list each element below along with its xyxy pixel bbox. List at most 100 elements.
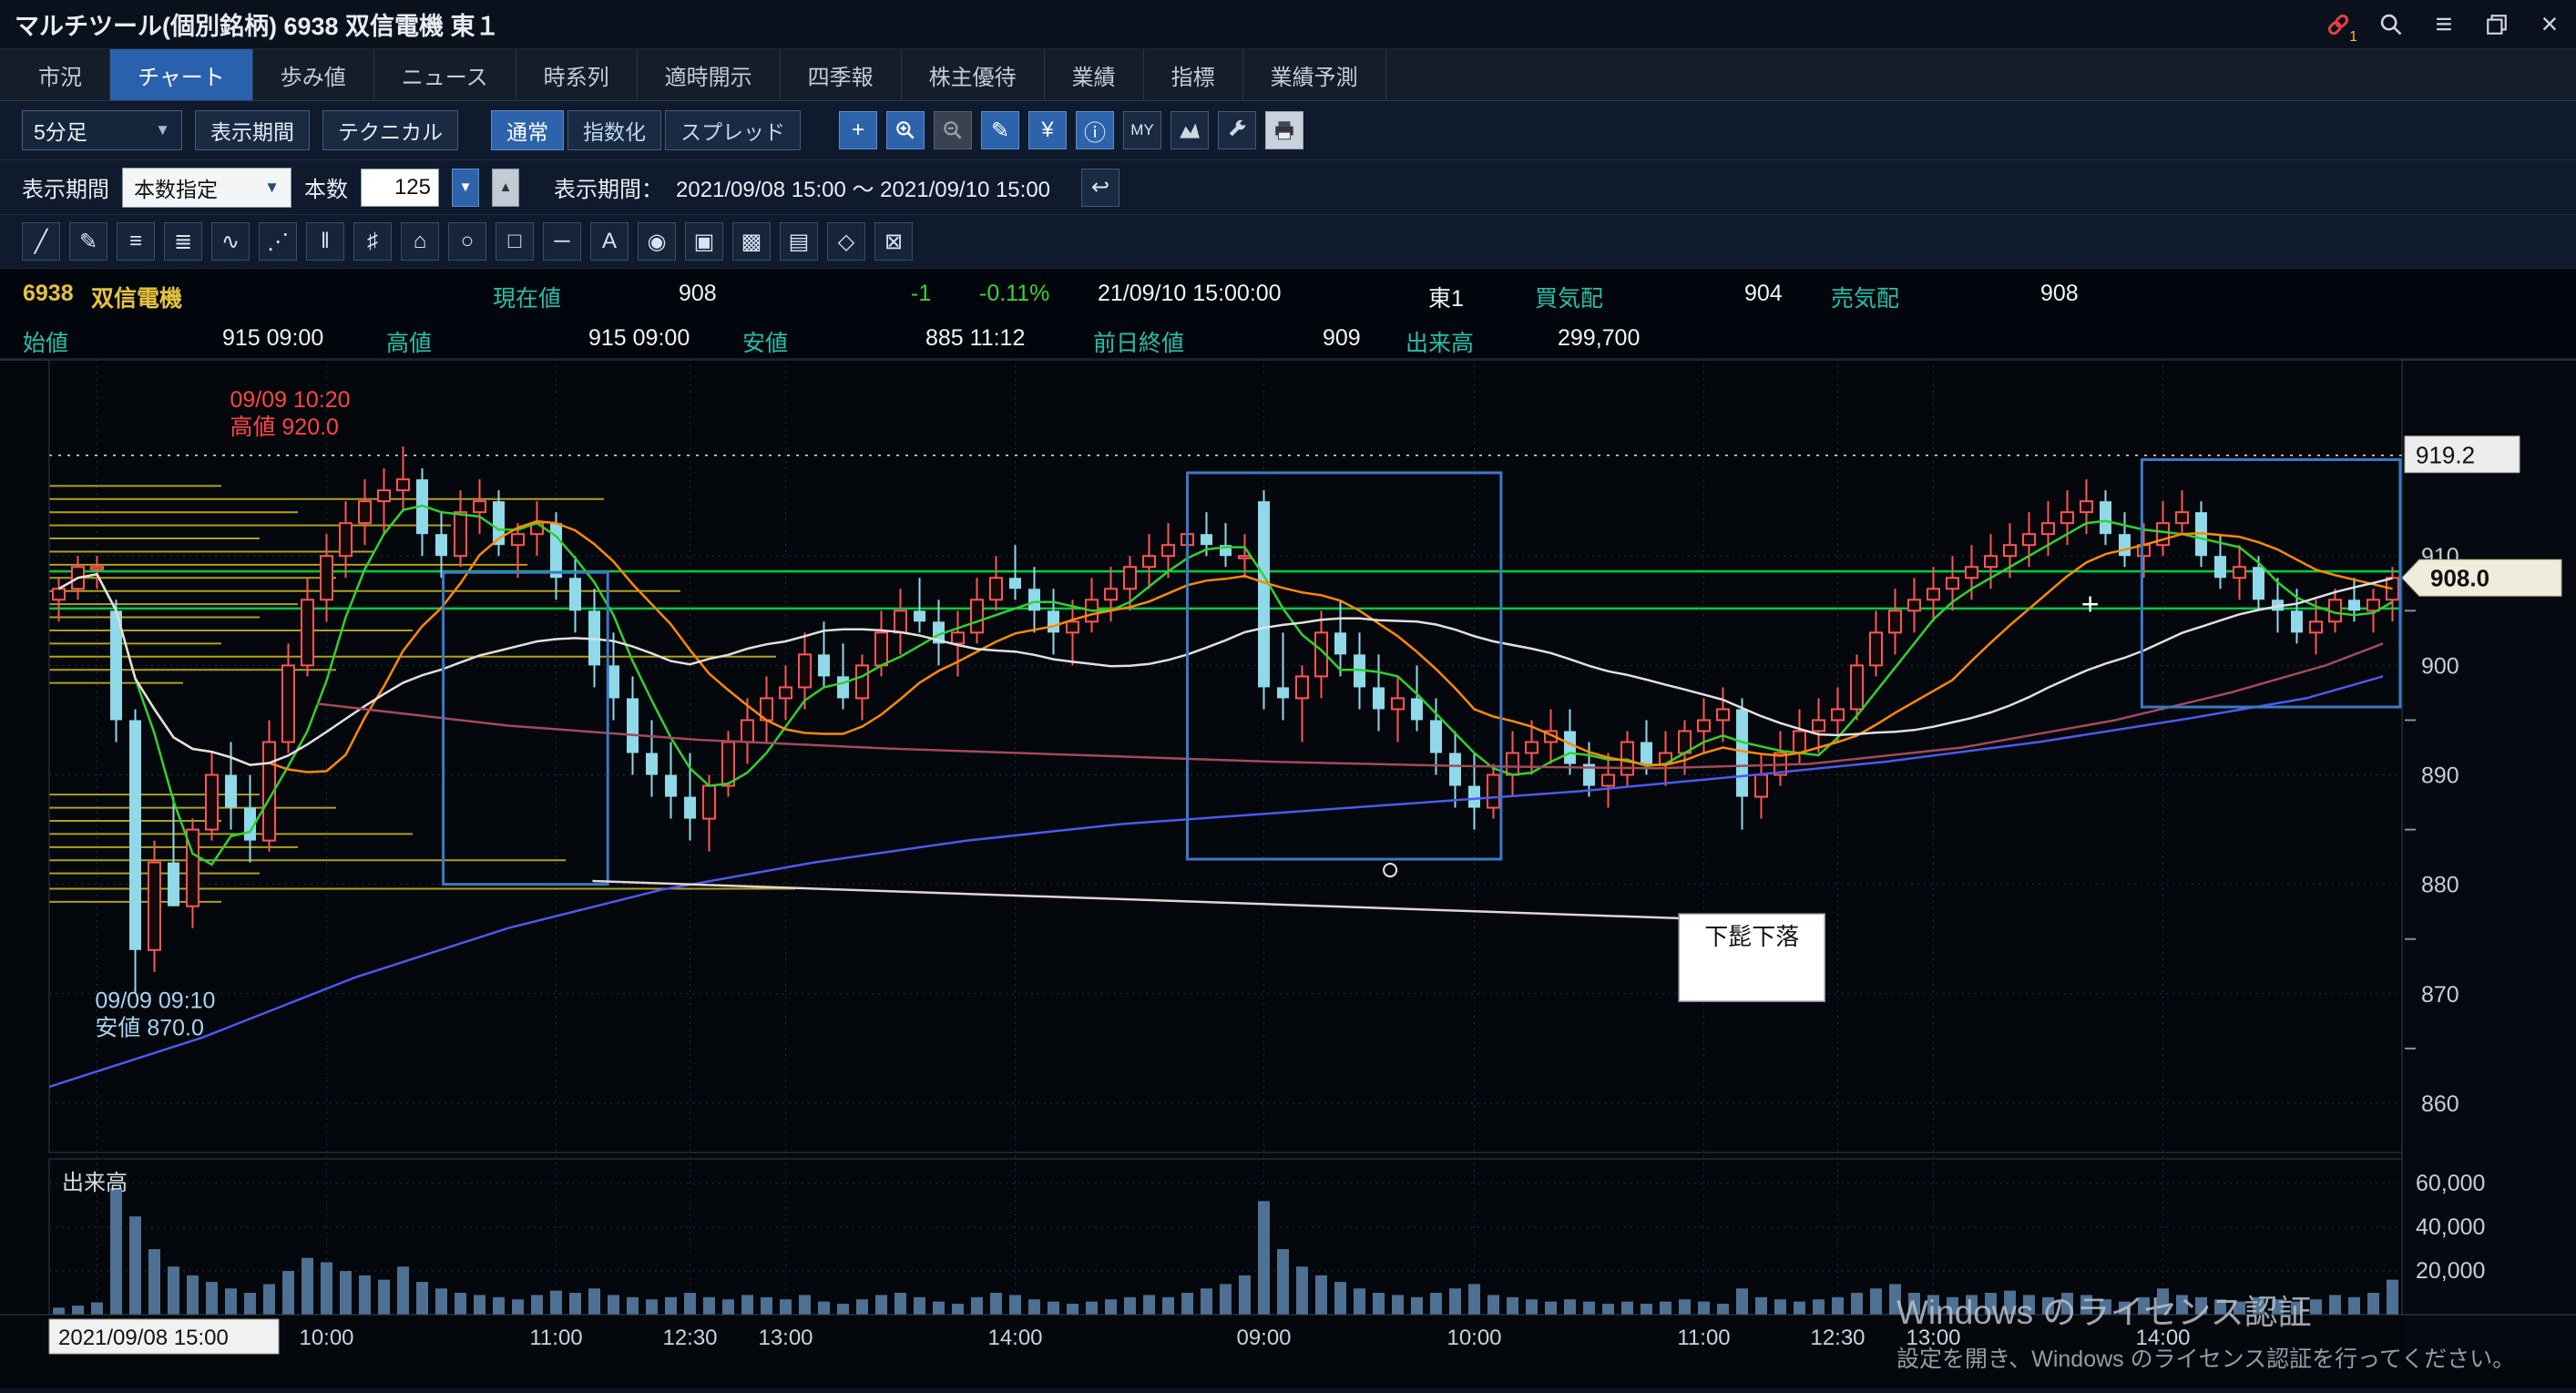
my-chart-icon[interactable]: MY xyxy=(1123,111,1161,149)
hline-multi-tool[interactable]: ≣ xyxy=(164,222,202,261)
svg-text:870: 870 xyxy=(2421,982,2459,1008)
hsegment-tool[interactable]: ─ xyxy=(543,222,581,261)
vline-set-tool[interactable]: ‖ xyxy=(306,222,344,261)
tab-list: 市況 チャート 歩み値 ニュース 時系列 適時開示 四季報 株主優待 業績 指標 業績予測 xyxy=(11,49,1386,100)
svg-text:880: 880 xyxy=(2421,873,2459,898)
mode-通常[interactable]: 通常 xyxy=(491,110,564,150)
chevron-down-icon: ▼ xyxy=(155,121,170,138)
tab-指標[interactable]: 指標 xyxy=(1144,49,1243,100)
chevron-down-icon: ▼ xyxy=(264,178,280,196)
range-mode-select[interactable]: 本数指定 ▼ xyxy=(122,167,291,208)
period-range-value: 2021/09/08 15:00 ～ 2021/09/10 15:00 xyxy=(676,178,1051,202)
change: -1 xyxy=(911,281,932,306)
mode-指数化[interactable]: 指数化 xyxy=(567,110,661,150)
volume: 299,700 xyxy=(1558,325,1641,351)
label-high: 高値 xyxy=(386,331,433,356)
interval-select[interactable]: 5分足 ▼ xyxy=(22,110,182,150)
stamp-tool[interactable]: ▣ xyxy=(685,222,723,261)
period-caption: 表示期間： xyxy=(554,178,663,202)
link-icon[interactable]: 1 xyxy=(2312,0,2365,49)
ellipse-tool[interactable]: ○ xyxy=(448,222,486,261)
svg-text:14:00: 14:00 xyxy=(987,1326,1042,1350)
search-icon[interactable] xyxy=(2365,0,2418,49)
time-axis: 2021/09/08 15:00 10:00 11:00 12:30 13:00 14:0… xyxy=(48,1318,2191,1355)
eraser-tool[interactable]: ◇ xyxy=(827,222,865,261)
chart-icon-buttons: + ✎ ¥ ⓘ MY xyxy=(839,111,1303,149)
rect-tool[interactable]: □ xyxy=(496,222,534,261)
wrench-icon[interactable] xyxy=(1218,111,1256,149)
svg-text:20,000: 20,000 xyxy=(2416,1258,2485,1284)
fibo-tool[interactable]: ♯ xyxy=(353,222,392,261)
tab-bar: 市況 チャート 歩み値 ニュース 時系列 適時開示 四季報 株主優待 業績 指標 業績予測 xyxy=(0,49,2576,101)
mode-スプレッド[interactable]: スプレッド xyxy=(665,110,801,150)
stock-code: 6938 xyxy=(23,281,74,306)
fan-line-tool[interactable]: ⋰ xyxy=(259,222,297,261)
hline-set-tool[interactable]: ≡ xyxy=(117,222,155,261)
svg-text:09:00: 09:00 xyxy=(1236,1326,1291,1350)
drawn-boxes xyxy=(442,458,2402,886)
pentagon-tool[interactable]: ⌂ xyxy=(401,222,439,261)
tab-市況[interactable]: 市況 xyxy=(11,49,110,100)
svg-text:14:00: 14:00 xyxy=(2135,1326,2190,1350)
curve-tool[interactable]: ∿ xyxy=(211,222,250,261)
tab-ニュース[interactable]: ニュース xyxy=(374,49,516,100)
current-price: 908 xyxy=(679,281,717,306)
svg-text:919.2: 919.2 xyxy=(2416,442,2475,469)
trend-line-tool[interactable]: ╱ xyxy=(22,222,60,261)
svg-text:908.0: 908.0 xyxy=(2430,564,2489,591)
tab-四季報[interactable]: 四季報 xyxy=(781,49,902,100)
svg-text:12:30: 12:30 xyxy=(662,1326,717,1350)
display-period-button[interactable]: 表示期間 xyxy=(195,110,310,150)
prev-close: 909 xyxy=(1323,325,1361,351)
technical-button[interactable]: テクニカル xyxy=(322,110,458,150)
tab-業績予測[interactable]: 業績予測 xyxy=(1243,49,1386,100)
svg-text:11:00: 11:00 xyxy=(529,1326,582,1350)
bar-count-input[interactable]: 125 xyxy=(361,168,439,207)
restore-icon[interactable] xyxy=(2470,0,2523,49)
tab-チャート[interactable]: チャート xyxy=(110,49,253,100)
yen-icon[interactable]: ¥ xyxy=(1028,111,1067,149)
chart-mode-group: 通常 指数化 スプレッド xyxy=(491,110,801,150)
count-dropdown-button[interactable]: ▼ xyxy=(452,168,479,207)
close-icon[interactable]: × xyxy=(2540,7,2559,40)
svg-text:890: 890 xyxy=(2421,763,2459,789)
low: 885 11:12 xyxy=(925,325,1026,351)
price-chart[interactable]: +09/09 10:20 高値 920.0 09/09 09:10 安値 870.0 下… xyxy=(0,359,2576,1388)
label-open: 始値 xyxy=(23,331,69,356)
info-icon[interactable]: ⓘ xyxy=(1076,111,1114,149)
quote-row-secondary: 始値 915 09:00 高値 915 09:00 安値 885 11:12 前日終値 909… xyxy=(0,319,2576,359)
price-axis: 910900890880870860919.2908.020,00040,000… xyxy=(2401,359,2576,1357)
tab-歩み値[interactable]: 歩み値 xyxy=(253,49,374,100)
draw-pencil-icon[interactable]: ✎ xyxy=(981,111,1019,149)
svg-text:900: 900 xyxy=(2421,653,2459,679)
svg-text:13:00: 13:00 xyxy=(758,1326,813,1350)
icon-stamp-tool[interactable]: ◉ xyxy=(638,222,676,261)
title-bar: マルチツール(個別銘柄) 6938 双信電機 東１ 1 ≡ × xyxy=(0,0,2576,49)
marker-pen-tool[interactable]: ✎ xyxy=(69,222,107,261)
tab-業績[interactable]: 業績 xyxy=(1045,49,1144,100)
menu-icon[interactable]: ≡ xyxy=(2435,7,2453,40)
ask: 908 xyxy=(2040,281,2079,306)
range-mode-value: 本数指定 xyxy=(134,177,218,201)
mountain-chart-icon[interactable] xyxy=(1170,111,1209,149)
tab-適時開示[interactable]: 適時開示 xyxy=(638,49,781,100)
svg-text:10:00: 10:00 xyxy=(1446,1326,1501,1350)
count-spinner[interactable]: ▲ xyxy=(492,168,519,207)
reset-period-button[interactable]: ↩ xyxy=(1081,168,1120,207)
volume-pane-label: 出来高 xyxy=(62,1171,128,1195)
text-tool[interactable]: A xyxy=(590,222,629,261)
interval-value: 5分足 xyxy=(34,120,87,144)
crosshair-icon[interactable]: + xyxy=(839,111,877,149)
eraser-all-tool[interactable]: ⊠ xyxy=(874,222,913,261)
copy-tool[interactable]: ▩ xyxy=(732,222,771,261)
change-pct: -0.11% xyxy=(979,281,1050,306)
printer-icon[interactable] xyxy=(1265,111,1303,149)
note-tool[interactable]: ▤ xyxy=(780,222,818,261)
tab-株主優待[interactable]: 株主優待 xyxy=(902,49,1045,100)
svg-text:高値 920.0: 高値 920.0 xyxy=(230,415,339,440)
zoom-out-icon[interactable] xyxy=(934,111,972,149)
tab-時系列[interactable]: 時系列 xyxy=(516,49,638,100)
zoom-in-icon[interactable] xyxy=(886,111,925,149)
count-label: 本数 xyxy=(304,178,348,202)
